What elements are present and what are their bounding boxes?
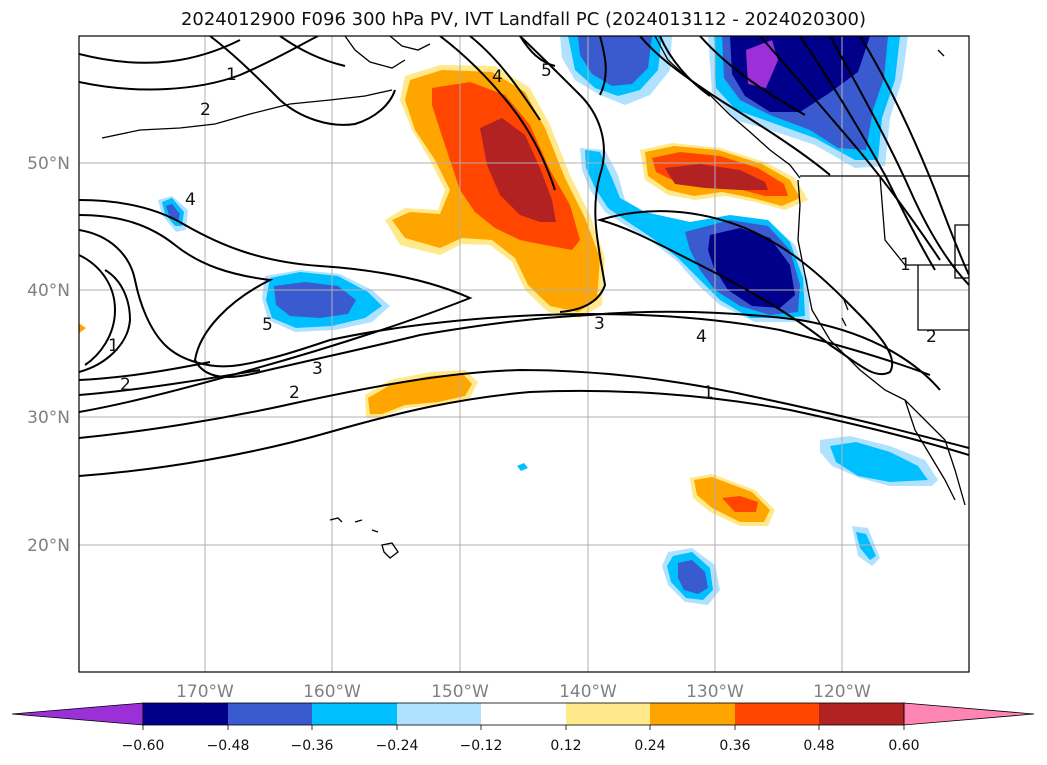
positive-shading [79,65,808,526]
colorbar-tick: 0.36 [719,738,750,754]
contour-label: 2 [289,383,300,403]
pv-contour-1 [79,39,241,64]
contour-label: 2 [120,375,131,395]
colorbar-min-extend [11,702,144,726]
contour-label: 3 [312,359,323,379]
contour-label: 3 [594,314,605,334]
colorbar-swatch [481,703,566,725]
contour-label: 4 [696,327,707,347]
colorbar-swatch [143,703,228,725]
colorbar-tick: −0.36 [291,738,334,754]
colorbar-tick: 0.24 [634,738,665,754]
colorbar-tick: 0.48 [803,738,834,754]
pv-contour-3-inner [596,210,894,376]
lat-label: 50°N [27,154,70,174]
contour-label: 2 [200,100,211,120]
colorbar-swatch [650,703,735,725]
colorbar-tick: 0.12 [550,738,581,754]
contour-label: 4 [185,190,196,210]
colorbar-swatch [735,703,819,725]
contour-labels: 1 2 4 4 5 5 3 2 3 1 4 1 2 1 2 [108,61,937,403]
colorbar-tick: −0.48 [207,738,250,754]
lat-label: 30°N [27,408,70,428]
lon-label: 150°W [431,682,489,702]
colorbar-swatch [566,703,650,725]
lon-label: 140°W [559,682,617,702]
chart-title: 2024012900 F096 300 hPa PV, IVT Landfall… [180,9,867,30]
pv-contours [79,36,969,477]
latitude-axis: 20°N 30°N 40°N 50°N [27,154,70,556]
colorbar-swatch [312,703,397,725]
baja [904,399,956,501]
lon-label: 170°W [176,682,234,702]
colorbar-max-extend [903,702,1035,726]
colorbar-tick: 0.60 [888,738,919,754]
lat-label: 40°N [27,281,70,301]
map-frame [78,35,970,673]
map-panel: 1 2 4 4 5 5 3 2 3 1 4 1 2 1 2 [79,36,969,672]
lat-label: 20°N [27,536,70,556]
contour-label: 1 [226,65,237,85]
colorbar-tick: −0.24 [376,738,419,754]
colorbar-tick: −0.60 [122,738,165,754]
colorbar-tick: −0.12 [460,738,503,754]
coastlines [101,36,969,559]
colorbar: −0.60 −0.48 −0.36 −0.24 −0.12 0.12 0.24 … [11,702,1035,754]
neg-min-spot [746,40,778,88]
contour-label: 2 [926,327,937,347]
lon-label: 120°W [813,682,871,702]
contour-label: 1 [900,255,911,275]
hawaii [329,517,399,559]
contour-label: 4 [492,67,503,87]
bc-coast [654,36,801,179]
us-west-coast [797,179,966,506]
contour-label: 5 [262,315,273,335]
colorbar-swatch [228,703,312,725]
contour-label: 1 [108,336,119,356]
contour-label: 1 [703,383,714,403]
lon-label: 130°W [686,682,744,702]
contour-label: 5 [541,61,552,81]
alaska-peninsula [101,89,393,139]
colorbar-swatch [819,703,904,725]
longitude-axis: 170°W 160°W 150°W 140°W 130°W 120°W [176,682,871,702]
colorbar-swatch [397,703,481,725]
lon-label: 160°W [303,682,361,702]
